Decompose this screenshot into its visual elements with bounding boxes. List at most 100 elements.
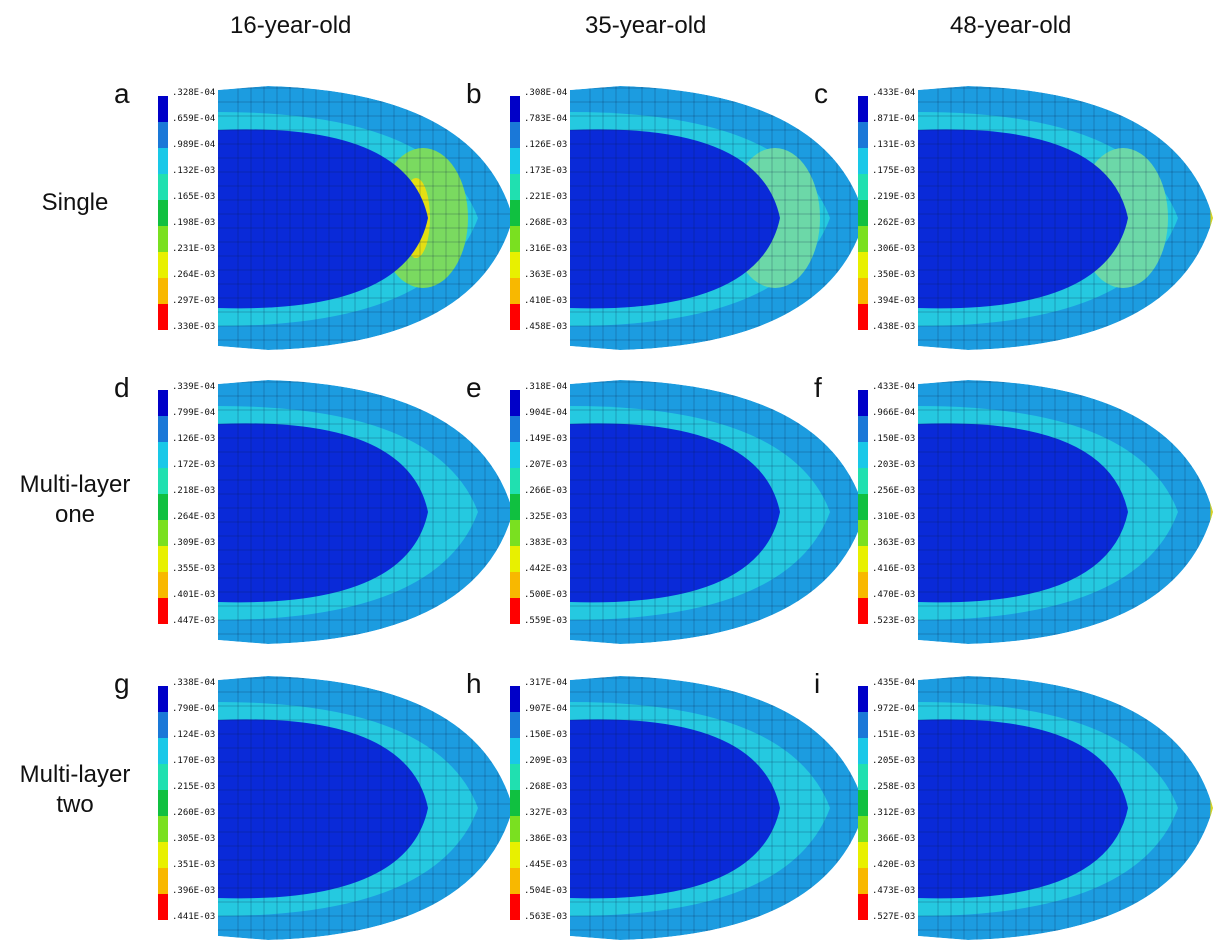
color-swatch <box>858 200 868 226</box>
scale-label: .442E-03 <box>524 564 568 574</box>
scale-label: .256E-03 <box>872 486 916 496</box>
color-swatch <box>510 148 520 174</box>
color-swatch <box>158 520 168 546</box>
panel-letter: g <box>114 668 130 699</box>
scale-label: .363E-03 <box>524 270 568 280</box>
scale-label: .262E-03 <box>872 218 916 228</box>
scale-label: .416E-03 <box>872 564 916 574</box>
contour-mesh-plot <box>570 86 865 350</box>
row-label-line: Multi-layer <box>19 471 131 498</box>
color-swatch <box>158 790 168 816</box>
scale-label: .260E-03 <box>172 808 216 818</box>
scale-label: .268E-03 <box>524 218 568 228</box>
color-swatch <box>158 494 168 520</box>
inner-core <box>218 423 428 603</box>
inner-core <box>218 129 428 309</box>
color-swatch <box>158 122 168 148</box>
scale-label: .218E-03 <box>172 486 216 496</box>
panel-b: b .308E-04 .783E-04 .126E-03 .173E-03 .221E-0… <box>466 78 865 354</box>
color-swatch <box>158 738 168 764</box>
panel-i: i .435E-04 .972E-04 .151E-03 .205E-03 .258E-0… <box>814 668 1213 944</box>
color-swatch <box>158 572 168 598</box>
contour-mesh-plot <box>570 676 865 940</box>
color-swatch <box>158 712 168 738</box>
inner-core <box>918 423 1128 603</box>
scale-label: .363E-03 <box>872 538 916 548</box>
color-swatch <box>510 712 520 738</box>
panel-letter: b <box>466 78 482 109</box>
scale-label: .297E-03 <box>172 296 216 306</box>
color-swatch <box>158 842 168 868</box>
scale-label: .165E-03 <box>172 192 216 202</box>
scale-label: .410E-03 <box>524 296 568 306</box>
scale-label: .790E-04 <box>172 704 216 714</box>
scale-label: .203E-03 <box>872 460 916 470</box>
scale-label: .523E-03 <box>872 616 916 626</box>
color-swatch <box>158 200 168 226</box>
color-swatch <box>858 790 868 816</box>
color-swatch <box>858 304 868 330</box>
contour-mesh-plot <box>570 380 865 644</box>
panel-letter: e <box>466 372 482 403</box>
scale-label: .309E-03 <box>172 538 216 548</box>
scale-label: .433E-04 <box>872 88 916 98</box>
column-title-16: 16-year-old <box>230 12 352 39</box>
color-swatch <box>510 122 520 148</box>
color-swatch <box>158 442 168 468</box>
color-swatch <box>510 572 520 598</box>
color-swatch <box>510 494 520 520</box>
scale-label: .473E-03 <box>872 886 916 896</box>
color-swatch <box>858 546 868 572</box>
scale-label: .264E-03 <box>172 512 216 522</box>
scale-label: .150E-03 <box>524 730 568 740</box>
scale-label: .215E-03 <box>172 782 216 792</box>
color-swatch <box>158 816 168 842</box>
color-swatch <box>858 278 868 304</box>
scale-label: .170E-03 <box>172 756 216 766</box>
color-swatch <box>158 390 168 416</box>
scale-label: .131E-03 <box>872 140 916 150</box>
scale-label: .386E-03 <box>524 834 568 844</box>
color-swatch <box>858 468 868 494</box>
row-label-line: two <box>56 791 94 818</box>
color-swatch <box>510 790 520 816</box>
color-swatch <box>858 894 868 920</box>
color-swatch <box>510 894 520 920</box>
color-swatch <box>510 598 520 624</box>
scale-label: .989E-04 <box>172 140 216 150</box>
color-swatch <box>158 894 168 920</box>
color-swatch <box>510 416 520 442</box>
color-swatch <box>158 252 168 278</box>
color-swatch <box>510 304 520 330</box>
scale-label: .325E-03 <box>524 512 568 522</box>
scale-label: .306E-03 <box>872 244 916 254</box>
color-swatch <box>858 712 868 738</box>
panel-letter: c <box>814 78 828 109</box>
color-swatch <box>158 174 168 200</box>
scale-label: .441E-03 <box>172 912 216 922</box>
color-swatch <box>858 868 868 894</box>
panel-c: c .433E-04 .871E-04 .131E-03 .175E-03 .219E-0… <box>814 78 1213 354</box>
column-title-48: 48-year-old <box>950 12 1072 39</box>
scale-label: .205E-03 <box>872 756 916 766</box>
scale-label: .366E-03 <box>872 834 916 844</box>
scale-label: .231E-03 <box>172 244 216 254</box>
contour-mesh-plot <box>918 380 1213 644</box>
panel-e: e .318E-04 .904E-04 .149E-03 .207E-03 .266E-0… <box>466 372 865 648</box>
scale-label: .401E-03 <box>172 590 216 600</box>
scale-label: .433E-04 <box>872 382 916 392</box>
panel-d: d .339E-04 .799E-04 .126E-03 .172E-03 .218E-0… <box>114 372 513 648</box>
color-swatch <box>158 304 168 330</box>
color-swatch <box>858 494 868 520</box>
scale-label: .907E-04 <box>524 704 568 714</box>
color-swatch <box>858 416 868 442</box>
row-label-line: Multi-layer <box>19 761 131 788</box>
color-swatch <box>510 200 520 226</box>
color-swatch <box>510 868 520 894</box>
panel-f: f .433E-04 .966E-04 .150E-03 .203E-03 .256E-0… <box>814 372 1213 648</box>
scale-label: .268E-03 <box>524 782 568 792</box>
color-swatch <box>858 96 868 122</box>
scale-label: .312E-03 <box>872 808 916 818</box>
inner-core <box>570 129 780 309</box>
scale-label: .175E-03 <box>872 166 916 176</box>
